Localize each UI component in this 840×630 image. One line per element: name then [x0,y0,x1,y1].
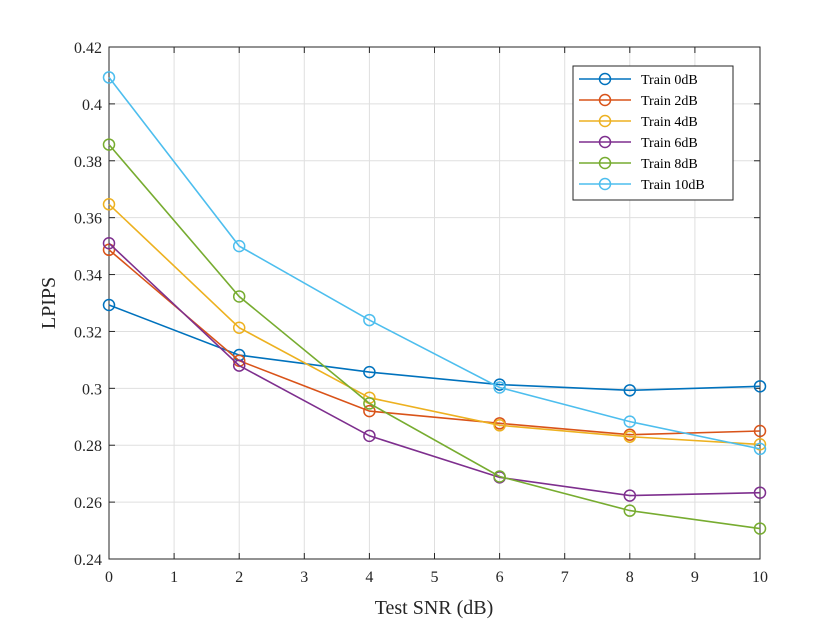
data-point [363,365,376,379]
y-tick-label: 0.42 [74,40,102,57]
series-layer [102,71,767,535]
x-tick-label: 10 [752,569,768,586]
x-tick-label: 1 [170,569,178,586]
x-tick-label: 6 [496,569,504,586]
series-line [108,144,761,530]
series-train-4db [102,198,767,451]
data-point [102,237,116,250]
data-point [102,138,116,151]
y-tick-label: 0.32 [74,324,102,341]
legend-label: Train 10dB [641,178,705,193]
axis-ticks: 0 1 2 3 4 5 6 7 8 9 10 0.24 0.26 0.28 0.3 0.32 0.34 0.36 0… [74,40,768,586]
y-tick-label: 0.3 [82,381,102,398]
x-tick-label: 8 [626,569,634,586]
data-point [753,522,767,535]
legend-marker [598,72,612,86]
data-point [363,313,376,327]
y-axis-title: LPIPS [38,277,60,329]
data-point [753,380,767,393]
x-tick-label: 7 [561,569,569,586]
data-point [753,486,767,499]
legend-label: Train 4dB [641,115,698,130]
legend-label: Train 0dB [641,73,698,88]
data-point [232,321,246,334]
y-tick-label: 0.26 [74,495,102,512]
data-point [232,290,246,303]
data-point [623,504,637,517]
legend-item: Train 10dB [579,177,705,193]
x-tick-label: 9 [691,569,699,586]
legend: Train 0dB Train 2dB Train 4dB Train 6dB Trai… [572,65,734,201]
series-line [108,249,761,436]
data-point [753,438,767,451]
legend-box [572,65,734,201]
legend-label: Train 2dB [641,94,698,109]
data-point [753,424,767,438]
series-line [108,203,761,446]
x-tick-label: 0 [105,569,113,586]
x-tick-label: 4 [365,569,373,586]
series-train-10db [102,71,767,456]
legend-marker [598,114,612,128]
y-tick-label: 0.36 [74,211,102,228]
data-point [102,198,116,211]
data-point [493,470,506,483]
legend-marker [598,177,612,191]
y-tick-label: 0.38 [74,154,102,171]
x-tick-label: 3 [300,569,308,586]
data-point [102,298,116,312]
data-point [363,429,376,443]
series-line [108,304,761,392]
y-tick-label: 0.28 [74,438,102,455]
data-point [623,489,637,502]
data-point [102,71,116,84]
data-point [493,419,506,432]
x-axis-title: Test SNR (dB) [375,597,494,619]
data-point [623,384,637,397]
legend-item: Train 6dB [579,135,698,151]
data-point [493,381,506,394]
data-point [232,239,246,253]
legend-marker [598,93,612,107]
legend-item: Train 0dB [579,72,698,88]
data-point [232,359,246,372]
series-line [108,242,761,497]
legend-marker [598,135,612,149]
legend-item: Train 8dB [579,156,698,172]
series-line [108,76,761,450]
y-tick-label: 0.24 [74,552,102,569]
data-point [753,442,767,456]
legend-item: Train 4dB [579,114,698,130]
y-tick-label: 0.4 [82,97,102,114]
legend-marker [598,156,612,170]
x-tick-label: 5 [431,569,439,586]
series-train-8db [102,138,767,535]
data-point [363,404,376,418]
data-point [623,415,637,428]
x-tick-label: 2 [235,569,243,586]
y-tick-label: 0.34 [74,268,102,285]
series-train-6db [102,237,767,502]
legend-label: Train 6dB [641,136,698,151]
data-point [623,430,637,443]
legend-label: Train 8dB [641,157,698,172]
data-point [363,397,376,410]
legend-item: Train 2dB [579,93,698,109]
